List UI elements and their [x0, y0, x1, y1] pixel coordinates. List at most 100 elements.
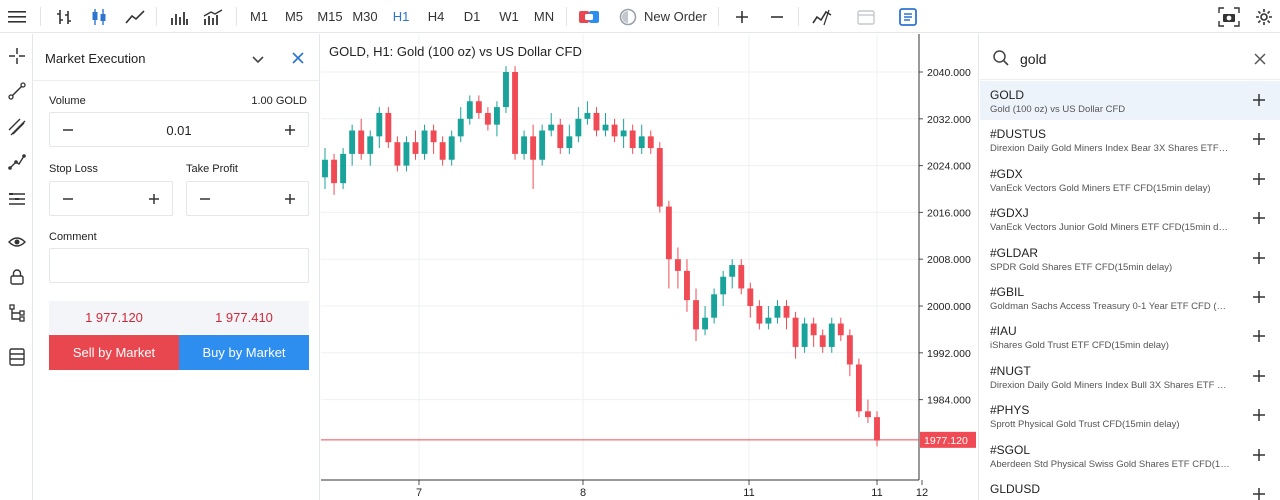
- symbol-result-row[interactable]: #NUGT Direxion Daily Gold Miners Index Bu…: [980, 357, 1280, 396]
- timeframe-w1[interactable]: W1: [499, 9, 519, 24]
- symbol-result-row[interactable]: GOLD Gold (100 oz) vs US Dollar CFD: [980, 81, 1280, 120]
- symbol-code: GLDUSD: [990, 482, 1041, 496]
- y-tick-label: 2040.000: [927, 67, 971, 79]
- ask-price: 1 977.410: [215, 310, 273, 325]
- volumes-icon[interactable]: [166, 0, 192, 33]
- symbol-result-row[interactable]: #GBIL Goldman Sachs Access Treasury 0-1 Y…: [980, 278, 1280, 317]
- symbol-result-row[interactable]: #GLDAR SPDR Gold Shares ETF CFD(15min del…: [980, 239, 1280, 278]
- volume-increase-button[interactable]: [272, 113, 308, 146]
- zoom-in-icon[interactable]: [731, 0, 753, 33]
- volume-decrease-button[interactable]: [50, 113, 86, 146]
- stop-loss-stepper[interactable]: [49, 181, 173, 216]
- search-input[interactable]: [1020, 48, 1240, 70]
- symbol-result-row[interactable]: #GDX VanEck Vectors Gold Miners ETF CFD(1…: [980, 160, 1280, 199]
- channel-icon[interactable]: [0, 112, 33, 142]
- timeframe-h4[interactable]: H4: [427, 9, 445, 24]
- candle-body: [602, 124, 609, 131]
- volume-value[interactable]: 0.01: [166, 123, 192, 138]
- volume-stepper[interactable]: 0.01: [49, 112, 309, 147]
- object-tree-icon[interactable]: [0, 298, 33, 328]
- toolbar-divider: [236, 7, 237, 26]
- stop-loss-increase-button[interactable]: [136, 182, 172, 215]
- candlestick-chart-icon[interactable]: [86, 0, 112, 33]
- candle-body: [466, 101, 473, 119]
- x-tick-label: 12: [916, 487, 928, 499]
- execution-type-select[interactable]: Market Execution: [45, 51, 146, 66]
- y-tick-label: 2016.000: [927, 207, 971, 219]
- symbol-description: Direxion Daily Gold Miners Index Bull 3X…: [990, 379, 1230, 391]
- add-symbol-icon[interactable]: [1252, 211, 1268, 227]
- fibonacci-icon[interactable]: [0, 184, 33, 214]
- one-click-trading-icon[interactable]: [576, 0, 602, 33]
- symbol-code: #GBIL: [990, 285, 1025, 299]
- candle-body: [819, 335, 826, 347]
- symbol-result-row[interactable]: GLDUSD: [980, 475, 1280, 500]
- comment-input[interactable]: [49, 248, 309, 283]
- calendar-icon[interactable]: [854, 0, 878, 33]
- add-symbol-icon[interactable]: [1252, 172, 1268, 188]
- close-icon[interactable]: [291, 51, 305, 70]
- add-symbol-icon[interactable]: [1252, 369, 1268, 385]
- candle-body: [656, 148, 663, 207]
- stop-loss-decrease-button[interactable]: [50, 182, 86, 215]
- search-icon: [992, 49, 1010, 72]
- new-order-button[interactable]: New Order: [644, 9, 707, 24]
- take-profit-increase-button[interactable]: [272, 182, 308, 215]
- candle-body: [575, 118, 582, 137]
- add-symbol-icon[interactable]: [1252, 448, 1268, 464]
- take-profit-decrease-button[interactable]: [187, 182, 223, 215]
- y-tick-label: 2032.000: [927, 114, 971, 126]
- candle-body: [828, 323, 835, 347]
- eye-icon[interactable]: [0, 227, 33, 257]
- line-chart-icon[interactable]: [122, 0, 148, 33]
- symbol-result-row[interactable]: #SGOL Aberdeen Std Physical Swiss Gold Sh…: [980, 436, 1280, 475]
- crosshair-icon[interactable]: [0, 41, 33, 71]
- take-profit-stepper[interactable]: [186, 181, 309, 216]
- y-tick-label: 2024.000: [927, 161, 971, 173]
- add-symbol-icon[interactable]: [1252, 408, 1268, 424]
- lock-icon[interactable]: [0, 262, 33, 292]
- timeframe-m30[interactable]: M30: [352, 9, 378, 24]
- candle-body: [484, 112, 491, 125]
- buy-by-market-button[interactable]: Buy by Market: [179, 335, 309, 370]
- add-symbol-icon[interactable]: [1252, 251, 1268, 267]
- symbol-result-row[interactable]: #GDXJ VanEck Vectors Junior Gold Miners E…: [980, 199, 1280, 238]
- new-order-icon[interactable]: [616, 0, 640, 33]
- timeframe-m1[interactable]: M1: [249, 9, 269, 24]
- bar-chart-icon[interactable]: [52, 0, 78, 33]
- timeframe-m15[interactable]: M15: [317, 9, 343, 24]
- settings-icon[interactable]: [1252, 0, 1276, 33]
- x-tick-label: 8: [580, 487, 586, 499]
- order-panel-icon[interactable]: [896, 0, 920, 33]
- timeframe-h1[interactable]: H1: [392, 9, 410, 24]
- indicators-icon[interactable]: [200, 0, 226, 33]
- symbol-result-row[interactable]: #DUSTUS Direxion Daily Gold Miners Index …: [980, 120, 1280, 159]
- polyline-icon[interactable]: [0, 147, 33, 177]
- zoom-out-icon[interactable]: [766, 0, 788, 33]
- candle-body: [493, 107, 500, 125]
- add-symbol-icon[interactable]: [1252, 93, 1268, 109]
- chevron-down-icon[interactable]: [251, 52, 265, 70]
- symbol-result-row[interactable]: #IAU iShares Gold Trust ETF CFD(15min del…: [980, 317, 1280, 356]
- add-symbol-icon[interactable]: [1252, 132, 1268, 148]
- symbol-result-row[interactable]: #PHYS Sprott Physical Gold Trust CFD(15mi…: [980, 396, 1280, 435]
- layers-icon[interactable]: [0, 342, 33, 372]
- candle-body: [620, 130, 627, 137]
- trend-line-icon[interactable]: [0, 76, 33, 106]
- add-symbol-icon[interactable]: [1252, 329, 1268, 345]
- timeframe-m5[interactable]: M5: [284, 9, 304, 24]
- add-symbol-icon[interactable]: [1252, 487, 1268, 500]
- candle-body: [439, 142, 446, 160]
- sell-by-market-button[interactable]: Sell by Market: [49, 335, 179, 370]
- candle-body: [475, 101, 482, 113]
- menu-icon[interactable]: [2, 0, 32, 33]
- clear-search-icon[interactable]: [1254, 52, 1266, 70]
- timeframe-d1[interactable]: D1: [463, 9, 481, 24]
- candlestick-chart[interactable]: 2040.000 2032.000 2024.000 2016.000 2008.000…: [321, 34, 979, 500]
- price-chart[interactable]: 2040.000 2032.000 2024.000 2016.000 2008.000…: [321, 34, 979, 500]
- indicator-chart-icon[interactable]: [810, 0, 834, 33]
- screenshot-icon[interactable]: [1216, 0, 1242, 33]
- add-symbol-icon[interactable]: [1252, 290, 1268, 306]
- timeframe-mn[interactable]: MN: [533, 9, 555, 24]
